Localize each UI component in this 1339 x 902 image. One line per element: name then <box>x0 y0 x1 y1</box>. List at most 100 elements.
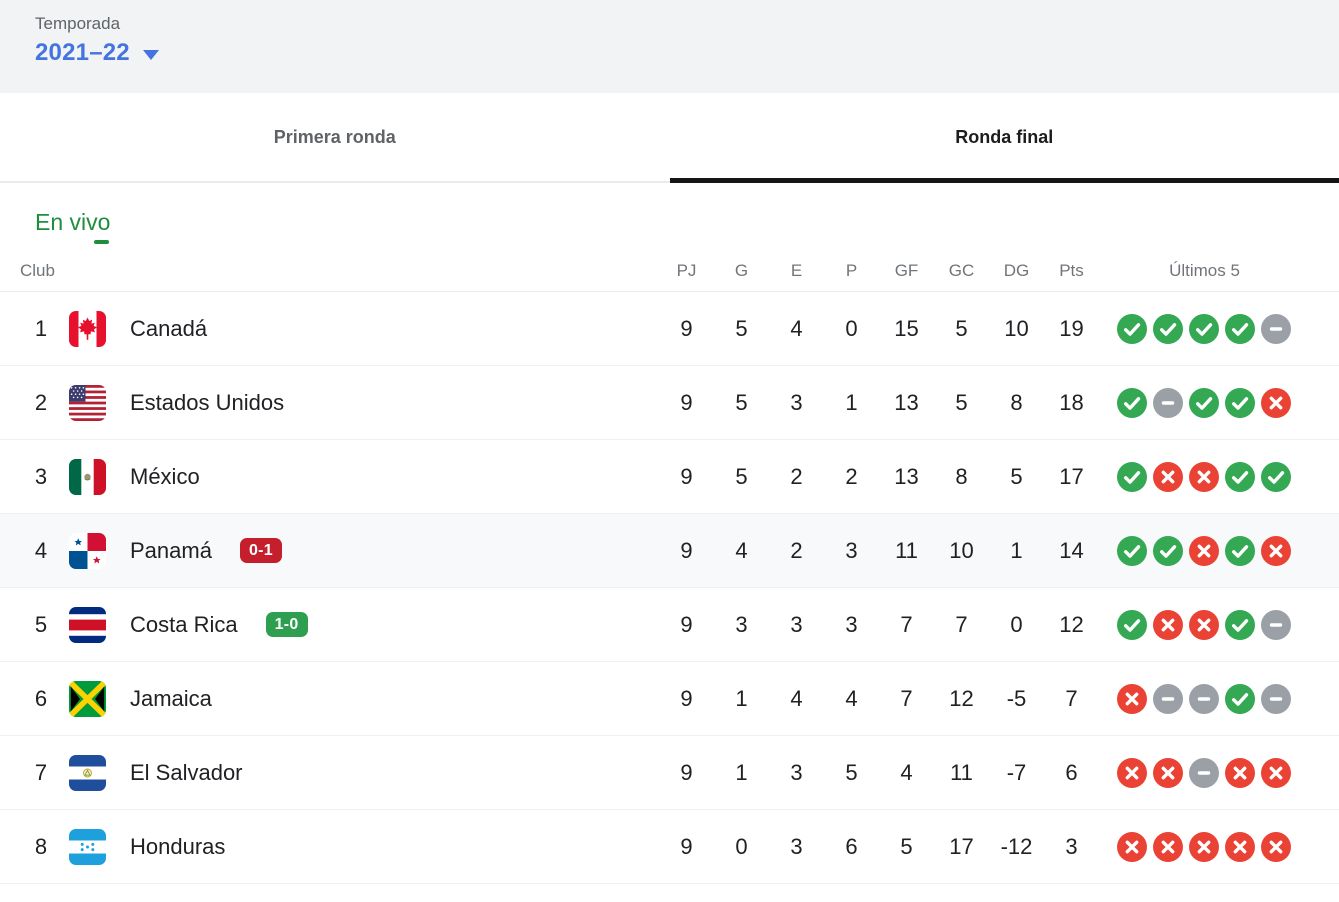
col-header-pj: PJ <box>676 260 697 280</box>
club-name[interactable]: Costa Rica <box>130 611 238 637</box>
win-icon <box>1117 461 1147 492</box>
club-cell: El Salvador <box>112 760 659 786</box>
table-row[interactable]: 3 México 9 5 2 2 13 8 5 17 <box>0 440 1339 514</box>
loss-icon <box>1261 831 1291 862</box>
table-row[interactable]: 1 Canadá 9 5 4 0 15 5 10 19 <box>0 292 1339 366</box>
stat-g: 4 <box>735 537 748 563</box>
club-name[interactable]: El Salvador <box>130 759 243 785</box>
col-header-g: G <box>734 260 749 280</box>
loss-icon <box>1189 831 1219 862</box>
position-number: 4 <box>34 537 48 563</box>
season-selector[interactable]: 2021–22 <box>35 39 159 67</box>
stat-gf: 15 <box>894 315 919 341</box>
draw-icon <box>1261 313 1291 344</box>
position-number: 6 <box>34 685 48 711</box>
loss-icon <box>1189 535 1219 566</box>
win-icon <box>1225 535 1255 566</box>
stat-dg: -12 <box>1000 833 1033 859</box>
stat-pj: 9 <box>680 611 693 637</box>
draw-icon <box>1261 609 1291 640</box>
flag-cell <box>62 532 112 569</box>
stat-g: 1 <box>735 759 748 785</box>
stat-dg: 1 <box>1010 537 1023 563</box>
stat-g: 5 <box>735 463 748 489</box>
flag-estados-unidos-icon <box>68 384 106 421</box>
club-name[interactable]: Honduras <box>130 833 226 859</box>
win-icon <box>1261 461 1291 492</box>
club-name[interactable]: Estados Unidos <box>130 389 285 415</box>
club-name[interactable]: México <box>130 463 200 489</box>
live-section: En vivo <box>0 183 1339 250</box>
stat-p: 4 <box>845 685 858 711</box>
table-row[interactable]: 7 El Salvador 9 1 3 5 4 11 -7 6 <box>0 736 1339 810</box>
stat-gc: 5 <box>955 389 968 415</box>
club-cell: México <box>112 464 659 490</box>
stat-pj: 9 <box>680 685 693 711</box>
loss-icon <box>1117 757 1147 788</box>
club-cell: Costa Rica 1-0 <box>112 612 659 638</box>
round-tabs: Primera ronda Ronda final <box>0 93 1339 183</box>
loss-icon <box>1261 387 1291 418</box>
season-label: Temporada <box>35 14 121 33</box>
stat-g: 0 <box>735 833 748 859</box>
col-header-pts: Pts <box>1059 260 1084 280</box>
table-row[interactable]: 2 Estados Unidos 9 5 3 1 13 5 8 18 <box>0 366 1339 440</box>
win-icon <box>1225 609 1255 640</box>
last-5-results <box>1117 535 1292 566</box>
stat-pts: 17 <box>1059 463 1084 489</box>
loss-icon <box>1261 535 1291 566</box>
stat-pj: 9 <box>680 463 693 489</box>
table-row[interactable]: 8 Honduras 9 0 3 6 5 17 -12 3 <box>0 810 1339 884</box>
stat-dg: 5 <box>1010 463 1023 489</box>
stat-e: 2 <box>790 537 803 563</box>
stat-p: 2 <box>845 463 858 489</box>
live-score-badge[interactable]: 1-0 <box>265 612 308 637</box>
flag-cell <box>62 754 112 791</box>
stat-gf: 13 <box>894 463 919 489</box>
position-number: 5 <box>34 611 48 637</box>
club-name[interactable]: Jamaica <box>130 685 212 711</box>
standings-table: 1 Canadá 9 5 4 0 15 5 10 1 9 2 Estados Unidos 9 5 3 1 13 5… <box>0 292 1339 884</box>
loss-icon <box>1225 757 1255 788</box>
stat-pj: 9 <box>680 315 693 341</box>
win-icon <box>1153 535 1183 566</box>
stat-p: 3 <box>845 611 858 637</box>
position-number: 1 <box>34 315 48 341</box>
stat-dg: 8 <box>1010 389 1023 415</box>
last-5-results <box>1117 313 1292 344</box>
club-name[interactable]: Panamá <box>130 537 212 563</box>
tab-ronda-final[interactable]: Ronda final <box>669 93 1339 183</box>
stat-gc: 17 <box>949 833 974 859</box>
flag-canada-icon <box>68 310 106 347</box>
stat-p: 3 <box>845 537 858 563</box>
stat-pj: 9 <box>680 759 693 785</box>
flag-cell <box>62 458 112 495</box>
stat-g: 5 <box>735 389 748 415</box>
chevron-down-icon <box>142 49 159 60</box>
club-name[interactable]: Canadá <box>130 315 208 341</box>
loss-icon <box>1117 831 1147 862</box>
win-icon <box>1117 535 1147 566</box>
stat-gc: 7 <box>955 611 968 637</box>
flag-cell <box>62 310 112 347</box>
tab-primera-ronda[interactable]: Primera ronda <box>273 126 396 147</box>
table-row[interactable]: 5 Costa Rica 1-0 9 3 3 3 7 7 0 12 <box>0 588 1339 662</box>
last-5-results <box>1117 757 1292 788</box>
table-row[interactable]: 4 Panamá 0-1 9 4 2 3 11 10 1 14 <box>0 514 1339 588</box>
win-icon <box>1153 313 1183 344</box>
live-score-badge[interactable]: 0-1 <box>239 538 282 563</box>
win-icon <box>1117 387 1147 418</box>
stat-gc: 10 <box>949 537 974 563</box>
season-value[interactable]: 2021–22 <box>35 39 130 66</box>
table-row[interactable]: 6 Jamaica 9 1 4 4 7 12 -5 7 <box>0 662 1339 736</box>
stat-gc: 8 <box>955 463 968 489</box>
position-number: 7 <box>34 759 48 785</box>
last-5-results <box>1117 387 1292 418</box>
stat-gc: 12 <box>949 685 974 711</box>
stat-gf: 13 <box>894 389 919 415</box>
position-number: 3 <box>34 463 48 489</box>
draw-icon <box>1189 757 1219 788</box>
flag-cell <box>62 680 112 717</box>
flag-costa-rica-icon <box>68 606 106 643</box>
club-cell: Honduras <box>112 834 659 860</box>
